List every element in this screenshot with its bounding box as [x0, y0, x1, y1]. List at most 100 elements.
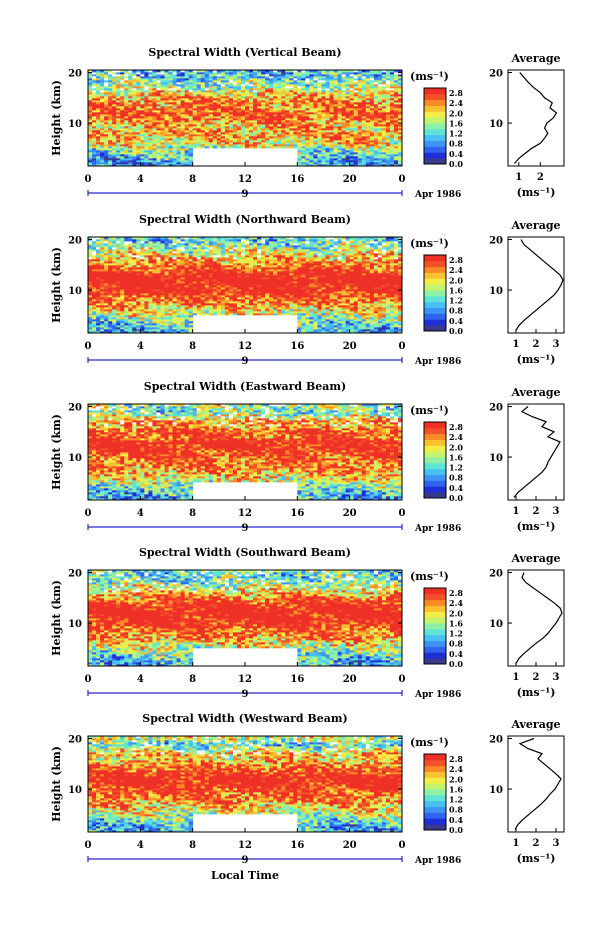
heatmap-cell: [220, 112, 226, 115]
heatmap-cell: [245, 309, 250, 312]
heatmap-cell: [156, 297, 161, 300]
heatmap-cell: [309, 88, 314, 91]
heatmap-cell: [365, 321, 371, 324]
heatmap-cell: [305, 82, 310, 85]
heatmap-cell: [309, 162, 314, 165]
heatmap-cell: [88, 146, 93, 149]
heatmap-cell: [172, 311, 177, 314]
heatmap-cell: [88, 158, 93, 161]
heatmap-cell: [389, 142, 395, 145]
heatmap-cell: [220, 311, 226, 314]
heatmap-cell: [168, 76, 173, 79]
heatmap-cell: [277, 78, 282, 81]
heatmap-cell: [285, 98, 290, 101]
heatmap-cell: [104, 311, 109, 314]
heatmap-cell: [397, 82, 403, 85]
heatmap-cell: [116, 136, 121, 139]
heatmap-cell: [188, 102, 194, 105]
heatmap-cell: [128, 142, 133, 145]
heatmap-cell: [249, 313, 254, 316]
heatmap-cell: [297, 160, 302, 163]
heatmap-cell: [120, 114, 125, 117]
heatmap-cell: [273, 140, 278, 143]
heatmap-cell: [321, 299, 326, 302]
heatmap-cell: [293, 118, 298, 121]
heatmap-cell: [204, 140, 210, 143]
heatmap-cell: [88, 331, 93, 334]
heatmap-cell: [188, 116, 194, 119]
heatmap-cell: [104, 114, 109, 117]
heatmap-cell: [245, 94, 250, 97]
heatmap-cell: [329, 150, 334, 153]
heatmap-cell: [200, 104, 206, 107]
heatmap-cell: [236, 78, 242, 81]
heatmap-cell: [112, 142, 117, 145]
heatmap-cell: [361, 321, 367, 324]
heatmap-cell: [285, 130, 290, 133]
heatmap-cell: [128, 118, 133, 121]
heatmap-cell: [377, 164, 383, 167]
heatmap-cell: [128, 146, 133, 149]
heatmap-cell: [289, 100, 294, 103]
heatmap-cell: [397, 98, 403, 101]
heatmap-cell: [148, 319, 153, 322]
heatmap-cell: [393, 321, 399, 324]
heatmap-cell: [164, 86, 169, 89]
heatmap-cell: [220, 92, 226, 95]
heatmap-cell: [216, 90, 222, 93]
heatmap-cell: [297, 132, 302, 135]
heatmap-cell: [104, 136, 109, 139]
heatmap-cell: [309, 315, 314, 318]
heatmap-cell: [96, 88, 101, 91]
heatmap-cell: [180, 102, 185, 105]
heatmap-cell: [393, 118, 399, 121]
heatmap-cell: [277, 98, 282, 101]
heatmap-cell: [285, 313, 290, 316]
heatmap-cell: [240, 130, 246, 133]
heatmap-cell: [293, 124, 298, 127]
heatmap-cell: [245, 106, 250, 109]
heatmap-cell: [200, 307, 206, 310]
heatmap-cell: [281, 136, 286, 139]
heatmap-cell: [176, 307, 181, 310]
heatmap-cell: [144, 138, 149, 141]
heatmap-cell: [313, 72, 318, 75]
heatmap-cell: [160, 303, 165, 306]
heatmap-cell: [365, 293, 371, 296]
heatmap-cell: [349, 132, 355, 135]
heatmap-cell: [136, 106, 141, 109]
heatmap-cell: [385, 309, 391, 312]
heatmap-cell: [341, 88, 346, 91]
heatmap-cell: [120, 303, 125, 306]
heatmap-cell: [172, 158, 177, 161]
heatmap-cell: [164, 319, 169, 322]
heatmap-cell: [293, 140, 298, 143]
heatmap-cell: [236, 303, 242, 306]
heatmap-cell: [108, 132, 113, 135]
heatmap-cell: [140, 144, 145, 147]
heatmap-cell: [305, 96, 310, 99]
heatmap-cell: [369, 156, 375, 159]
heatmap-cell: [92, 164, 97, 167]
heatmap-cell: [393, 311, 399, 314]
heatmap-cell: [265, 100, 270, 103]
heatmap-cell: [208, 96, 214, 99]
heatmap-cell: [204, 128, 210, 131]
heatmap-cell: [245, 72, 250, 75]
heatmap-cell: [228, 132, 234, 135]
heatmap-cell: [273, 100, 278, 103]
heatmap-cell: [192, 72, 198, 75]
heatmap-cell: [313, 295, 318, 298]
heatmap-cell: [253, 88, 258, 91]
heatmap-cell: [381, 90, 387, 93]
heatmap-cell: [140, 98, 145, 101]
heatmap-cell: [152, 98, 157, 101]
heatmap-cell: [337, 297, 342, 300]
heatmap-cell: [212, 311, 218, 314]
heatmap-cell: [277, 94, 282, 97]
heatmap-cell: [184, 331, 189, 334]
heatmap-cell: [168, 138, 173, 141]
heatmap-cell: [160, 321, 165, 324]
heatmap-cell: [345, 315, 351, 318]
heatmap-cell: [104, 313, 109, 316]
